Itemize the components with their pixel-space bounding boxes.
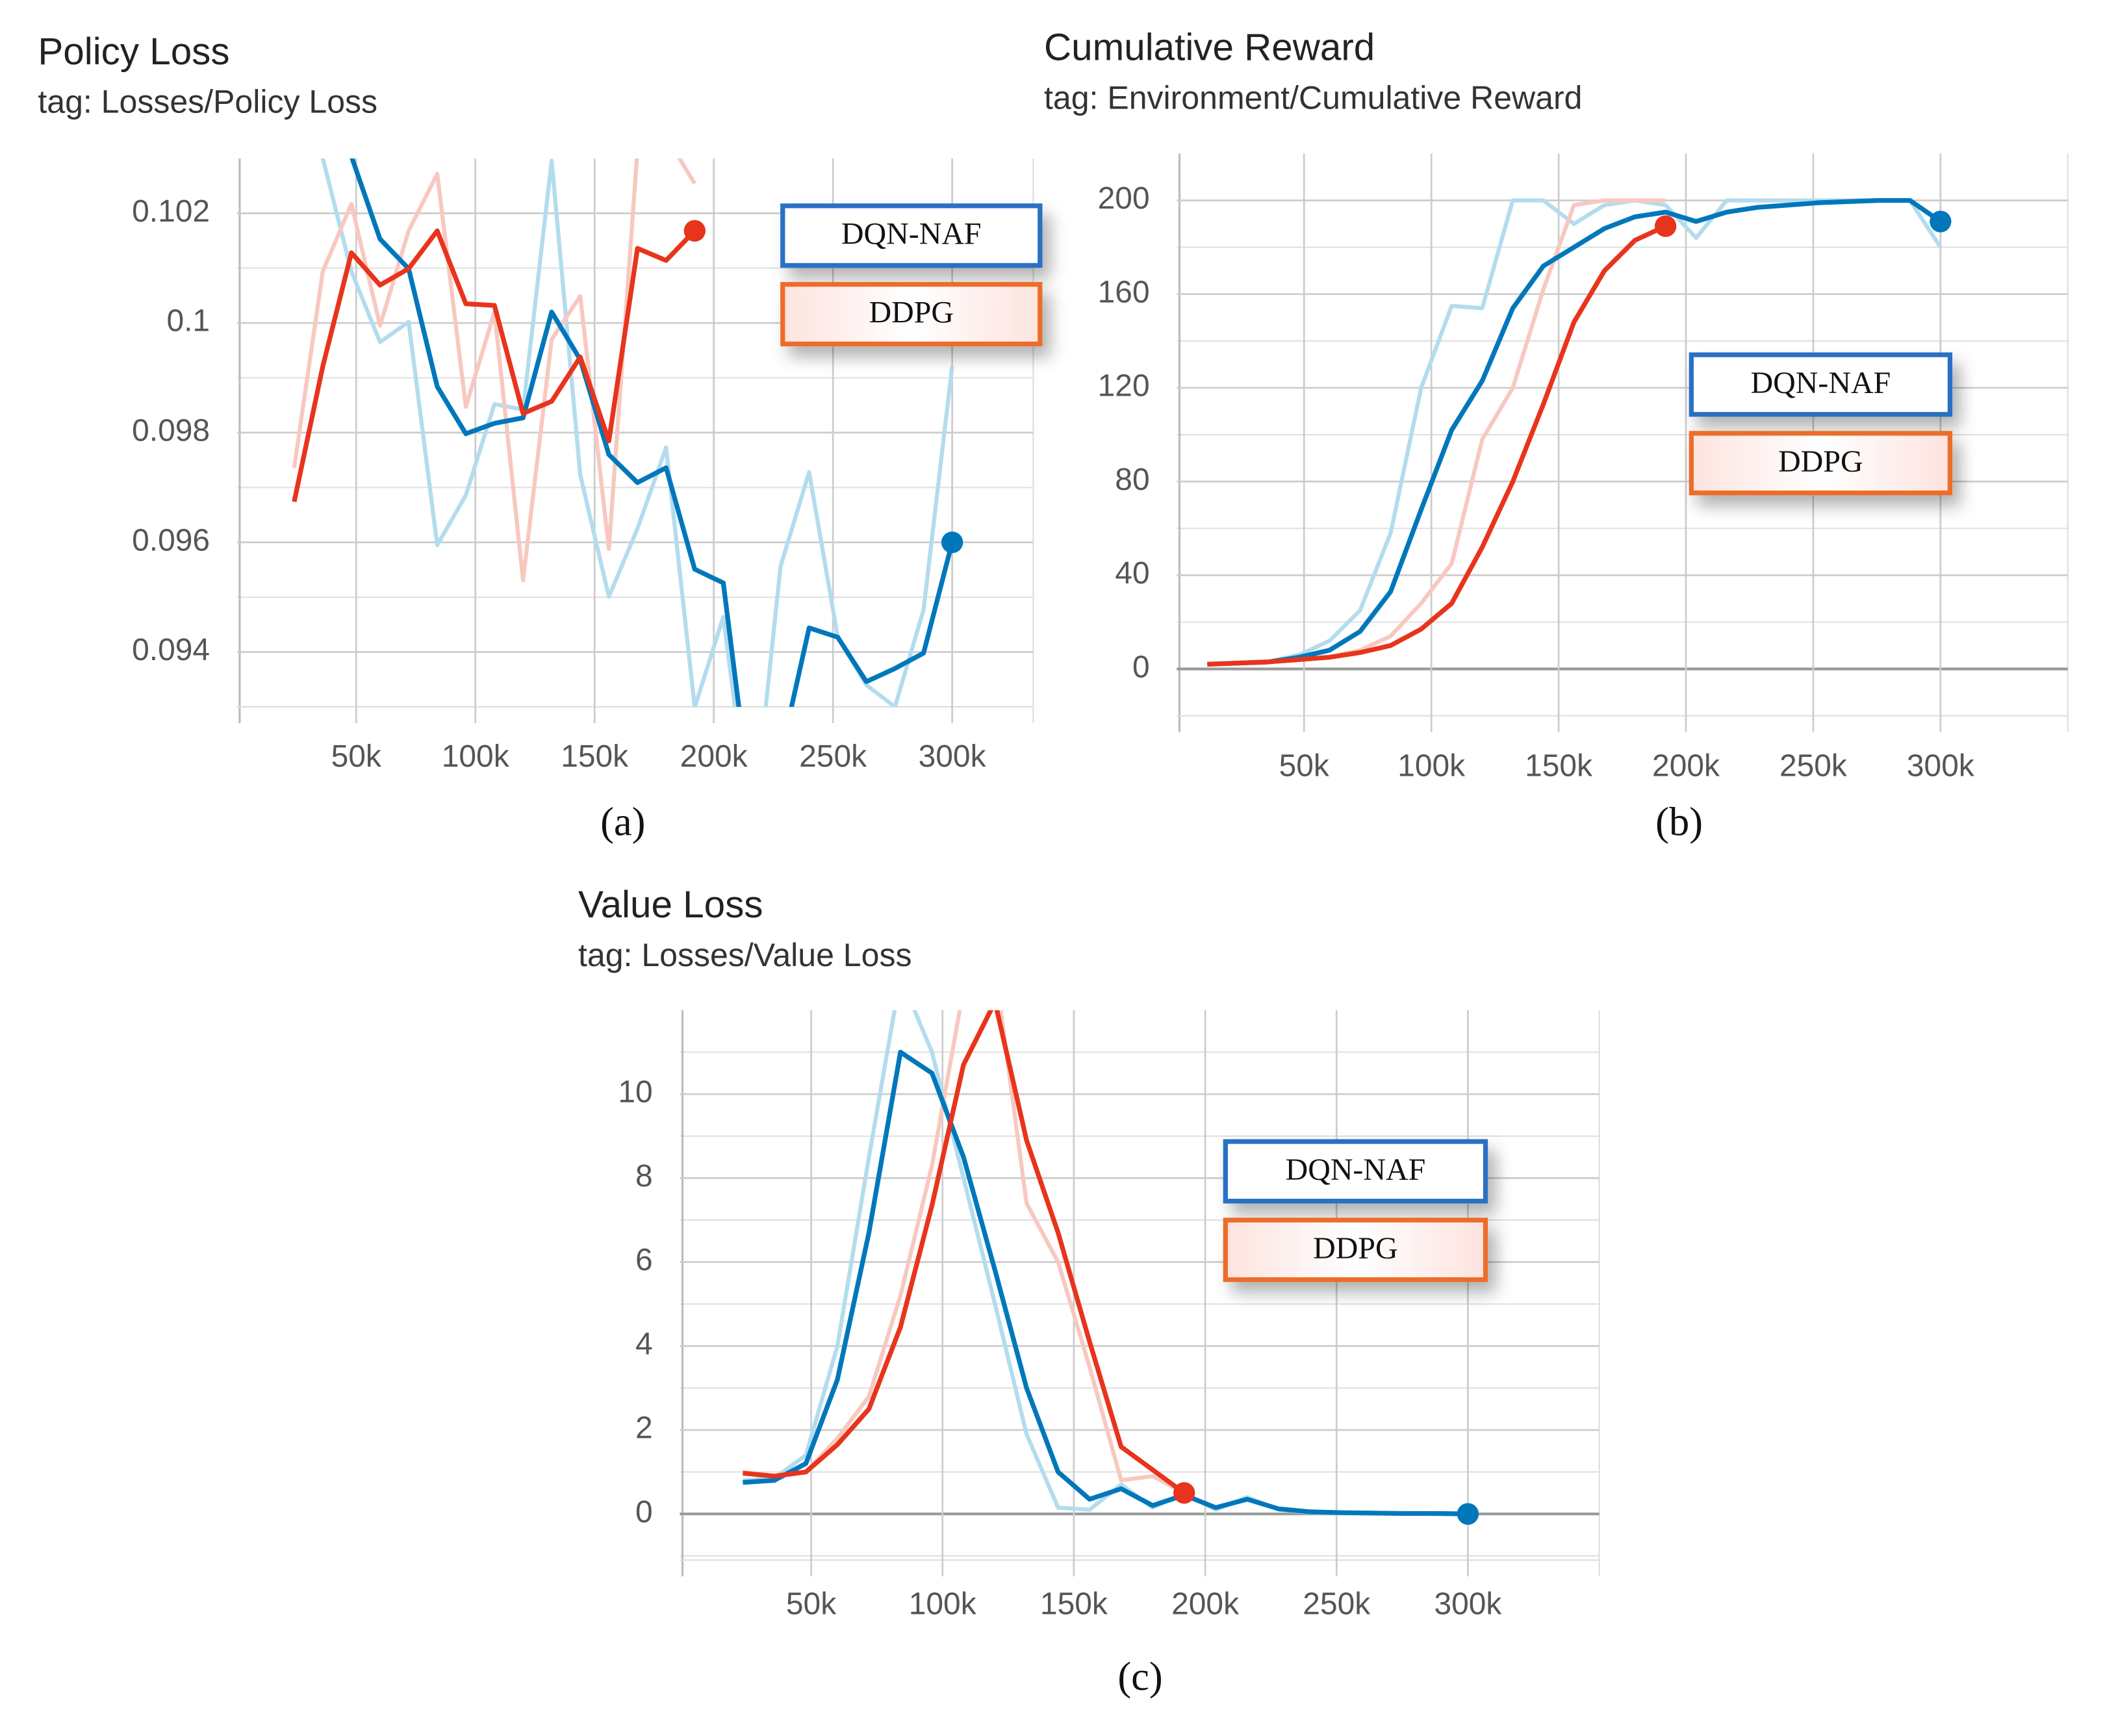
plot-area	[292, 158, 955, 707]
plot-area	[1207, 198, 1943, 667]
chart-panel: Cumulative Reward tag: Environment/Cumula…	[1044, 27, 2069, 845]
x-tick-label: 150k	[561, 739, 629, 774]
smoothed-line	[292, 228, 696, 503]
end-point	[683, 220, 706, 242]
caption: (b)	[1655, 799, 1703, 845]
x-tick-label: 50k	[786, 1587, 837, 1622]
end-point	[1930, 211, 1952, 233]
chart-title: Policy Loss	[38, 31, 229, 73]
raw-line	[1207, 198, 1666, 667]
y-tick-label: 0.096	[132, 523, 210, 557]
x-tick-label: 300k	[1907, 748, 1975, 783]
x-tick-label: 150k	[1040, 1587, 1108, 1622]
y-tick-label: 6	[635, 1243, 653, 1277]
legend-box	[780, 203, 1043, 268]
x-tick-label: 250k	[799, 739, 867, 774]
x-tick-label: 100k	[442, 739, 510, 774]
y-tick-label: 0.1	[166, 304, 210, 338]
legend-box	[1223, 1218, 1488, 1283]
y-tick-label: 10	[618, 1075, 652, 1110]
smoothed-line	[743, 1010, 1186, 1495]
chart-title: Value Loss	[578, 884, 763, 926]
end-point	[1173, 1482, 1195, 1504]
raw-line	[742, 1010, 1186, 1495]
x-tick-label: 150k	[1525, 748, 1593, 783]
raw-line	[320, 158, 954, 707]
y-tick-label: 80	[1115, 463, 1149, 497]
legend-box	[1689, 431, 1953, 496]
y-tick-label: 4	[635, 1327, 653, 1361]
y-tick-label: 0.098	[132, 414, 210, 448]
x-tick-label: 250k	[1779, 748, 1848, 783]
x-tick-label: 50k	[331, 739, 382, 774]
chart-subtitle: tag: Losses/Value Loss	[578, 937, 911, 973]
y-tick-label: 160	[1098, 275, 1150, 309]
smoothed-line	[1207, 223, 1667, 667]
smoothed-line	[350, 158, 955, 707]
x-tick-label: 300k	[1434, 1587, 1502, 1622]
x-tick-label: 50k	[1279, 748, 1330, 783]
caption: (c)	[1117, 1653, 1162, 1699]
y-tick-label: 8	[635, 1159, 653, 1194]
chart-subtitle: tag: Losses/Policy Loss	[38, 84, 377, 120]
x-tick-label: 250k	[1303, 1587, 1371, 1622]
chart-panel: Value Loss tag: Losses/Value Loss (c) 0 2 4 6 8…	[578, 884, 1600, 1699]
y-tick-label: 0.102	[132, 194, 210, 229]
y-tick-label: 0	[1132, 650, 1150, 684]
caption: (a)	[600, 799, 645, 845]
smoothed-line	[743, 1049, 1468, 1516]
smoothed-line	[1207, 198, 1942, 667]
x-tick-label: 100k	[1397, 748, 1466, 783]
legend-label: DDPG	[1313, 1231, 1397, 1266]
legend-label: DDPG	[1778, 444, 1863, 479]
plot-area	[742, 1010, 1468, 1516]
legend-box	[780, 282, 1043, 347]
chart-title: Cumulative Reward	[1044, 27, 1375, 69]
legend-label: DDPG	[869, 296, 954, 330]
y-tick-label: 0	[635, 1495, 653, 1529]
x-tick-label: 200k	[1652, 748, 1720, 783]
legend-box	[1223, 1139, 1488, 1204]
raw-line	[292, 158, 696, 583]
x-tick-label: 200k	[680, 739, 748, 774]
legend-label: DQN-NAF	[841, 217, 982, 251]
chart-subtitle: tag: Environment/Cumulative Reward	[1044, 79, 1582, 116]
y-tick-label: 40	[1115, 556, 1149, 591]
y-tick-label: 120	[1098, 369, 1150, 403]
chart-panel: Policy Loss tag: Losses/Policy Loss (a) 0.0…	[38, 31, 1043, 845]
end-point	[1457, 1503, 1479, 1525]
x-tick-label: 200k	[1171, 1587, 1240, 1622]
legend-label: DQN-NAF	[1286, 1153, 1426, 1187]
x-tick-label: 300k	[919, 739, 987, 774]
x-tick-label: 100k	[909, 1587, 977, 1622]
legend-label: DQN-NAF	[1751, 366, 1891, 400]
y-tick-label: 2	[635, 1411, 653, 1446]
legend-box	[1689, 352, 1953, 417]
y-tick-label: 0.094	[132, 633, 210, 667]
end-point	[941, 531, 963, 554]
y-tick-label: 200	[1098, 181, 1150, 216]
end-point	[1654, 215, 1677, 237]
